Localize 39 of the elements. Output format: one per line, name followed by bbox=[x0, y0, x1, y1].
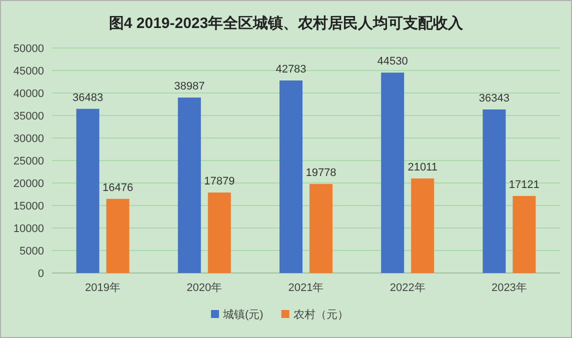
bar bbox=[178, 98, 201, 273]
bar bbox=[208, 192, 231, 273]
y-tick-label: 5000 bbox=[20, 246, 44, 258]
y-tick-label: 45000 bbox=[13, 66, 44, 78]
y-tick-label: 0 bbox=[38, 268, 44, 280]
y-tick-label: 20000 bbox=[13, 178, 44, 190]
data-label: 21011 bbox=[408, 161, 438, 174]
chart-title: 图4 2019-2023年全区城镇、农村居民人均可支配收入 bbox=[108, 15, 464, 32]
x-tick-label: 2022年 bbox=[390, 282, 426, 294]
bar bbox=[512, 196, 536, 273]
data-label: 44530 bbox=[377, 56, 408, 68]
bar bbox=[280, 80, 302, 273]
y-tick-label: 10000 bbox=[13, 223, 44, 235]
data-label: 42783 bbox=[276, 63, 306, 76]
data-label: 36483 bbox=[72, 92, 104, 104]
data-label: 16476 bbox=[102, 182, 134, 194]
x-tick-label: 2020年 bbox=[186, 282, 222, 294]
bar bbox=[411, 178, 434, 273]
x-tick-label: 2023年 bbox=[491, 282, 527, 294]
y-tick-label: 40000 bbox=[13, 88, 44, 100]
y-tick-label: 15000 bbox=[13, 200, 44, 212]
bar bbox=[76, 108, 100, 273]
x-tick-label: 2019年 bbox=[85, 282, 121, 294]
data-label: 17121 bbox=[508, 178, 540, 191]
x-tick-label: 2021年 bbox=[288, 282, 324, 294]
y-tick-label: 35000 bbox=[13, 110, 44, 122]
data-label: 36343 bbox=[478, 92, 510, 104]
data-label: 38987 bbox=[174, 80, 205, 93]
data-label: 19778 bbox=[306, 167, 336, 179]
bar bbox=[482, 109, 506, 273]
bar bbox=[381, 72, 404, 273]
bar bbox=[310, 184, 332, 273]
data-label: 17879 bbox=[204, 176, 235, 188]
y-tick-label: 50000 bbox=[13, 43, 44, 55]
bar bbox=[106, 198, 130, 273]
legend-label: 农村（元） bbox=[293, 308, 348, 321]
legend-label: 城镇(元) bbox=[222, 308, 264, 321]
y-tick-label: 30000 bbox=[13, 133, 44, 145]
y-tick-label: 25000 bbox=[13, 156, 44, 168]
